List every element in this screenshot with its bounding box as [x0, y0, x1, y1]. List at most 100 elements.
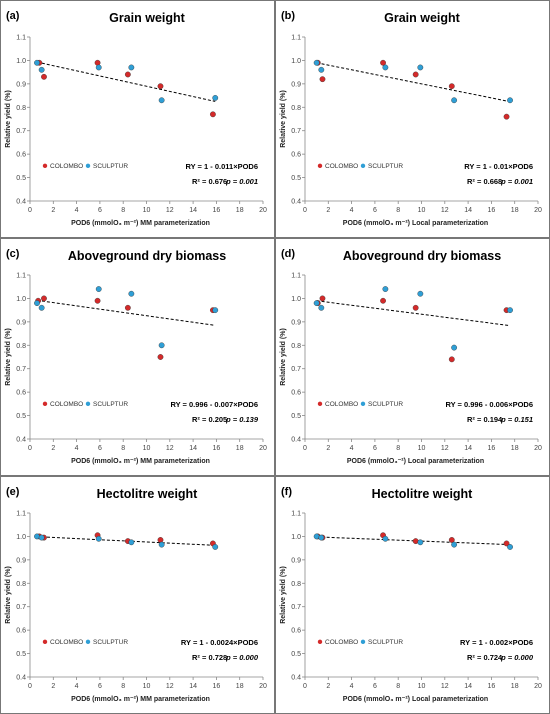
- x-tick-label: 2: [326, 683, 330, 690]
- legend-colombo-label: COLOMBO: [325, 639, 358, 646]
- legend-colombo-marker: [42, 163, 48, 169]
- x-tick-label: 4: [350, 207, 354, 214]
- colombo-point: [124, 71, 131, 78]
- colombo-point: [94, 297, 101, 304]
- y-tick-label: 0.6: [16, 628, 26, 635]
- p-value-label: p = 0.139: [225, 415, 259, 424]
- x-tick-label: 10: [143, 683, 151, 690]
- chart-title: Aboveground dry biomass: [68, 249, 226, 263]
- sculptur-point: [507, 307, 513, 314]
- sculptur-point: [158, 97, 165, 104]
- x-tick-label: 12: [441, 207, 449, 214]
- x-tick-label: 6: [98, 445, 102, 452]
- x-tick-label: 20: [259, 445, 267, 452]
- x-tick-label: 4: [75, 683, 79, 690]
- y-axis-label: Relative yield (%): [5, 328, 12, 386]
- y-tick-label: 0.5: [291, 413, 301, 420]
- x-tick-label: 2: [326, 207, 330, 214]
- y-tick-label: 1.0: [16, 534, 26, 541]
- y-tick-label: 0.4: [16, 437, 26, 444]
- x-tick-label: 20: [534, 207, 542, 214]
- x-tick-label: 20: [534, 445, 542, 452]
- y-tick-label: 0.9: [16, 81, 26, 88]
- chart-panel: (d) Aboveground dry biomass 0.4 0.5 0.6 0.7 0.…: [275, 238, 550, 476]
- x-tick-label: 14: [464, 683, 472, 690]
- legend-sculptur-marker: [85, 401, 91, 407]
- legend-sculptur-label: SCULPTUR: [93, 639, 128, 646]
- sculptur-point: [34, 59, 40, 66]
- r-squared-label: R² = 0.676: [192, 177, 227, 186]
- x-tick-label: 12: [166, 207, 174, 214]
- sculptur-point: [313, 59, 320, 66]
- y-tick-label: 1.0: [16, 296, 26, 303]
- panel-label: (a): [6, 10, 20, 22]
- x-tick-label: 8: [121, 445, 125, 452]
- y-tick-label: 1.0: [16, 58, 26, 65]
- legend-sculptur-label: SCULPTUR: [93, 401, 128, 408]
- colombo-point: [319, 295, 326, 302]
- x-axis-label: POD6 (mmolO₃ m⁻²) Local parameterization: [343, 696, 488, 703]
- legend-sculptur-label: SCULPTUR: [368, 401, 403, 408]
- legend-colombo-marker: [42, 639, 48, 645]
- y-axis-label: Relative yield (%): [280, 328, 287, 386]
- y-tick-label: 0.7: [16, 366, 26, 373]
- y-tick-label: 0.9: [16, 319, 26, 326]
- colombo-point: [503, 540, 510, 547]
- x-tick-label: 12: [166, 445, 174, 452]
- colombo-point: [448, 83, 455, 90]
- x-tick-label: 4: [75, 207, 79, 214]
- legend-colombo-marker: [317, 639, 323, 645]
- x-tick-label: 2: [51, 683, 55, 690]
- legend-colombo-marker: [42, 401, 48, 407]
- legend-sculptur-label: SCULPTUR: [368, 163, 403, 170]
- colombo-point: [380, 59, 386, 66]
- x-tick-label: 14: [189, 683, 197, 690]
- sculptur-point: [318, 304, 325, 311]
- sculptur-point: [158, 342, 165, 349]
- x-tick-label: 10: [418, 445, 426, 452]
- sculptur-point: [451, 344, 458, 351]
- chart-panel: (f) Hectolitre weight 0.4 0.5 0.6 0.7 0.8 0.9 1.…: [275, 476, 550, 714]
- y-axis-label: Relative yield (%): [5, 90, 12, 148]
- panel-border: [275, 0, 550, 238]
- x-tick-label: 6: [373, 683, 377, 690]
- trend-line: [36, 61, 216, 102]
- y-tick-label: 0.9: [291, 81, 301, 88]
- x-tick-label: 10: [143, 207, 151, 214]
- y-tick-label: 0.4: [16, 675, 26, 682]
- y-tick-label: 0.6: [291, 152, 301, 159]
- y-tick-label: 0.4: [16, 199, 26, 206]
- x-tick-label: 20: [259, 683, 267, 690]
- sculptur-point: [34, 300, 40, 307]
- x-tick-label: 6: [98, 207, 102, 214]
- colombo-point: [157, 354, 164, 360]
- y-tick-label: 0.7: [291, 604, 301, 611]
- panel-border: [275, 238, 550, 476]
- chart-panel: (c) Aboveground dry biomass 0.4 0.5 0.6 0.7 0.…: [0, 238, 275, 476]
- sculptur-point: [382, 535, 389, 542]
- x-tick-label: 12: [441, 683, 449, 690]
- chart-panel: (b) Grain weight 0.4 0.5 0.6 0.7 0.8 0.9 1.0 1.1 0…: [275, 0, 550, 238]
- colombo-point: [380, 297, 386, 304]
- trend-line: [316, 300, 511, 327]
- y-axis-label: Relative yield (%): [280, 90, 287, 148]
- y-tick-label: 1.1: [16, 35, 26, 42]
- r-squared-label: R² = 0.194: [467, 415, 503, 424]
- p-value-label: p = 0.001: [500, 177, 533, 186]
- y-tick-label: 0.8: [16, 343, 26, 350]
- y-tick-label: 1.1: [291, 35, 301, 42]
- x-tick-label: 14: [464, 207, 472, 214]
- y-tick-label: 0.4: [291, 675, 301, 682]
- y-tick-label: 0.5: [16, 175, 26, 182]
- x-tick-label: 4: [350, 445, 354, 452]
- y-tick-label: 0.5: [16, 651, 26, 658]
- panel-label: (e): [6, 486, 20, 498]
- y-tick-label: 0.7: [16, 604, 26, 611]
- x-tick-label: 16: [213, 445, 221, 452]
- sculptur-point: [212, 307, 219, 314]
- sculptur-point: [38, 534, 45, 541]
- y-tick-label: 1.0: [291, 58, 301, 65]
- colombo-point: [412, 71, 419, 78]
- chart-title: Aboveground dry biomass: [343, 249, 501, 263]
